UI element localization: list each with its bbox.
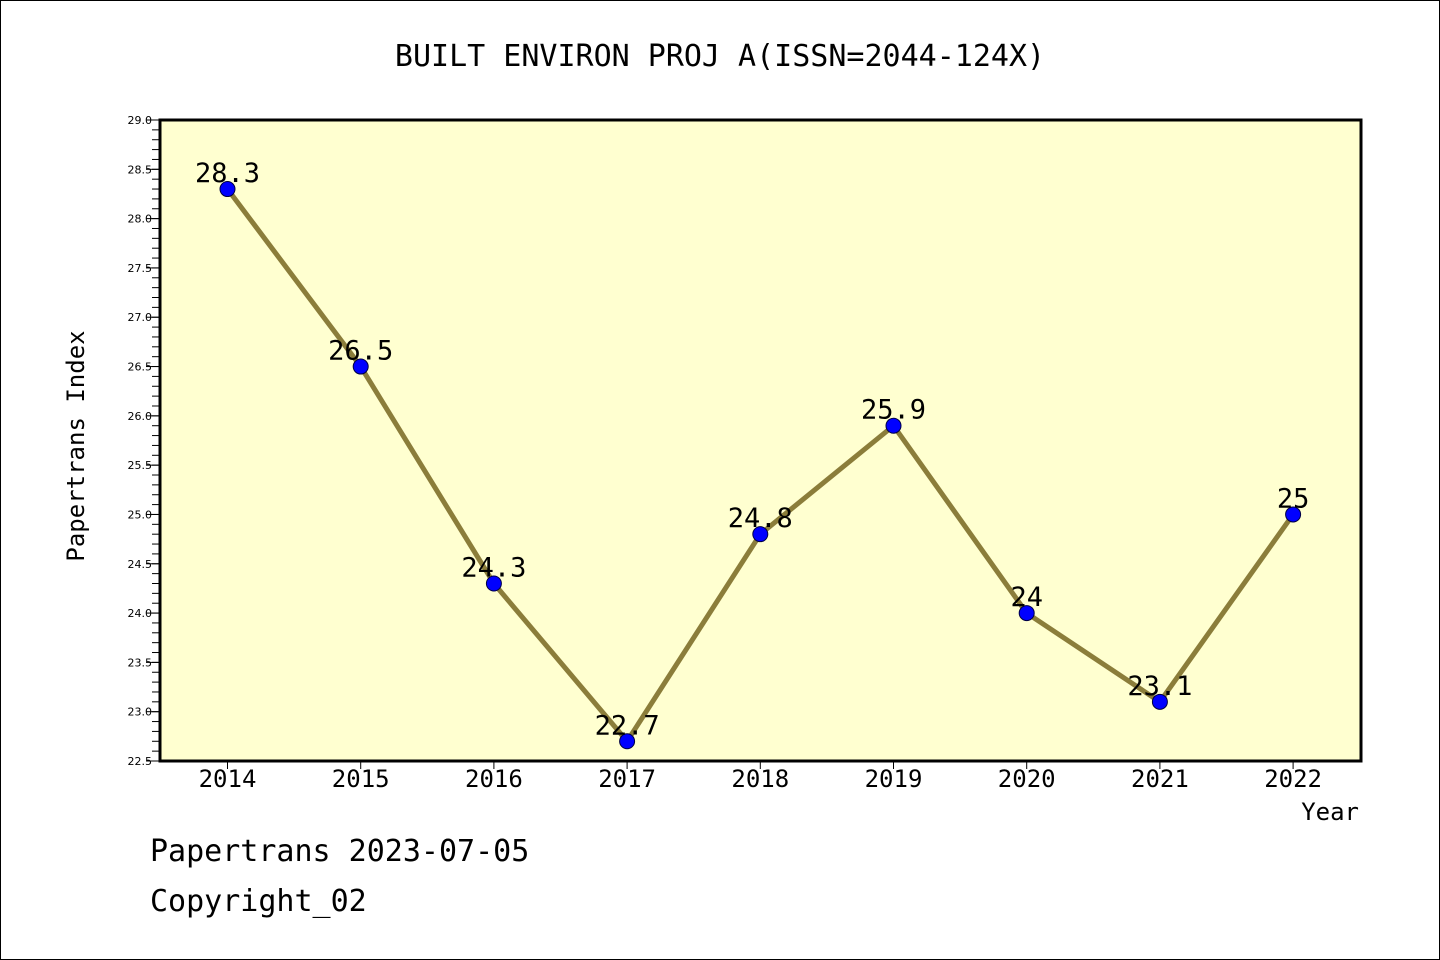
data-point-2014 [219, 181, 236, 198]
chart-title: BUILT ENVIRON PROJ A(ISSN=2044-124X) [395, 39, 1045, 74]
data-point-2020 [1018, 605, 1035, 622]
x-axis-ticks: 2014 2015 2016 2017 2018 2019 2020 2021 2022 [199, 761, 1322, 793]
x-tick-label: 2017 [598, 765, 656, 793]
data-point-2021 [1151, 693, 1168, 710]
x-axis-label: Year [1301, 798, 1359, 826]
y-tick-label: 24.0 [128, 607, 153, 620]
data-label-2021: 23.1 [1127, 671, 1192, 702]
y-tick-label: 23.0 [128, 706, 153, 719]
plot-border [158, 118, 1363, 763]
data-points [219, 181, 1302, 750]
plot-area [160, 120, 1361, 761]
data-label-2020: 24 [1010, 582, 1043, 613]
y-tick-label: 26.5 [128, 361, 153, 374]
data-label-2016: 24.3 [461, 552, 526, 583]
data-label-2014: 28.3 [195, 158, 260, 189]
data-label-2015: 26.5 [328, 336, 393, 367]
y-tick-label: 25.5 [128, 459, 153, 472]
data-label-2019: 25.9 [861, 395, 926, 426]
y-tick-label: 22.5 [128, 755, 153, 768]
x-tick-label: 2016 [465, 765, 523, 793]
data-label-2017: 22.7 [595, 710, 660, 741]
y-axis-ticks: 22.5 23.0 23.5 24.0 24.5 25.0 25.5 26.0 26.5 27.0… [128, 114, 160, 768]
y-tick-label: 23.5 [128, 656, 153, 669]
footer-copyright: Copyright_02 [150, 884, 367, 919]
data-point-2015 [352, 358, 369, 375]
data-point-2019 [885, 417, 902, 434]
x-tick-label: 2018 [731, 765, 789, 793]
x-tick-label: 2014 [199, 765, 257, 793]
x-tick-label: 2022 [1264, 765, 1322, 793]
y-tick-label: 28.0 [128, 213, 153, 226]
x-tick-label: 2021 [1131, 765, 1189, 793]
x-tick-label: 2015 [332, 765, 390, 793]
data-labels: 28.3 26.5 24.3 22.7 24.8 25.9 24 23.1 25 [195, 158, 1309, 741]
data-label-2018: 24.8 [728, 503, 793, 534]
y-tick-label: 28.5 [128, 163, 153, 176]
x-tick-label: 2019 [865, 765, 923, 793]
y-tick-label: 26.0 [128, 410, 153, 423]
data-point-2016 [485, 575, 502, 592]
y-tick-label: 25.0 [128, 508, 153, 521]
footer-date: Papertrans 2023-07-05 [150, 834, 530, 869]
y-tick-label: 27.5 [128, 262, 153, 275]
y-tick-label: 24.5 [128, 558, 153, 571]
data-label-2022: 25 [1277, 483, 1310, 514]
data-point-2017 [619, 733, 636, 750]
y-tick-label: 29.0 [128, 114, 153, 127]
y-tick-label: 27.0 [128, 311, 153, 324]
y-axis-label: Papertrans Index [62, 330, 90, 561]
data-point-2022 [1285, 506, 1302, 523]
data-point-2018 [752, 526, 769, 543]
x-tick-label: 2020 [998, 765, 1056, 793]
